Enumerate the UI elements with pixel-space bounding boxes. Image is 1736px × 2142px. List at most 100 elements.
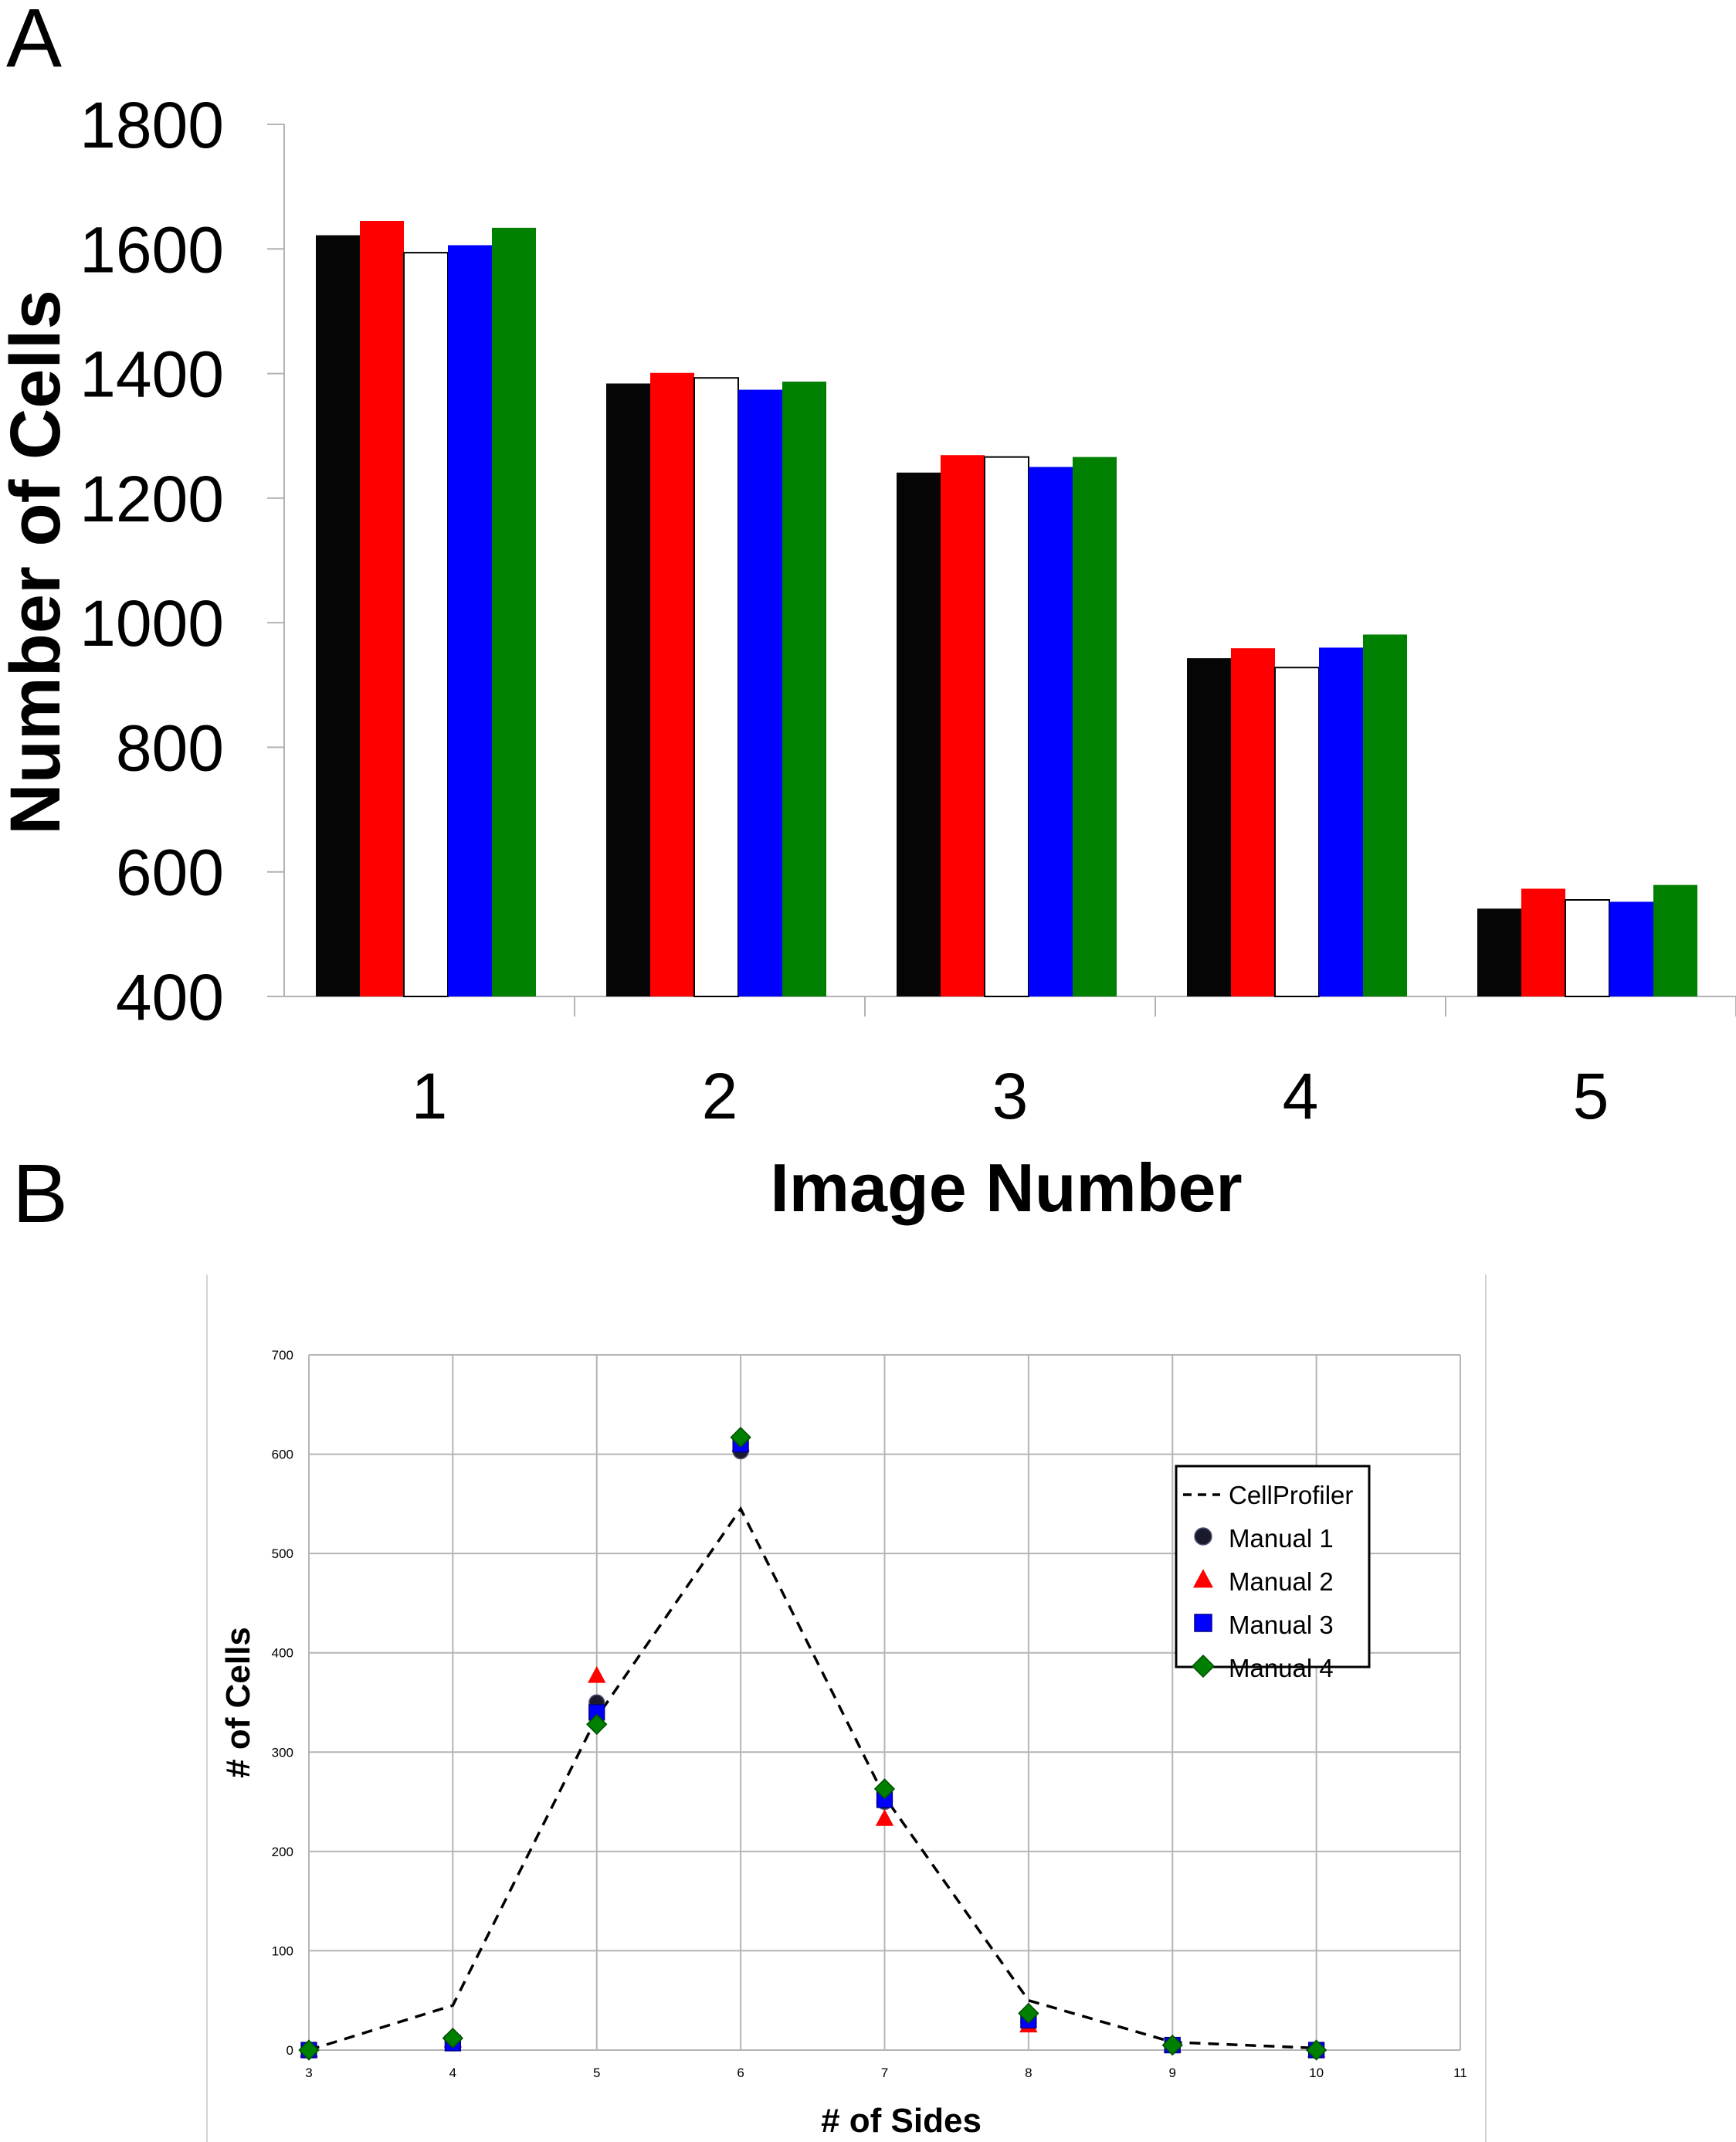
bar bbox=[1029, 467, 1073, 996]
panel-label-b: B bbox=[12, 1146, 68, 1240]
x-tick-label: 5 bbox=[1573, 1060, 1609, 1132]
legend-marker-swatch bbox=[1194, 1614, 1212, 1632]
data-point-manual-4 bbox=[442, 2027, 464, 2049]
y-tick-label: 1200 bbox=[80, 463, 224, 535]
marker-shape bbox=[1194, 1527, 1212, 1546]
marker-shape bbox=[730, 1427, 751, 1448]
bar bbox=[1609, 901, 1653, 996]
marker-shape bbox=[588, 1665, 606, 1683]
legend-marker-swatch bbox=[1191, 1654, 1216, 1679]
panel-label-a: A bbox=[6, 0, 62, 84]
marker-shape bbox=[298, 2039, 320, 2061]
marker-shape bbox=[1305, 2039, 1327, 2061]
y-tick-label: 1400 bbox=[80, 338, 224, 411]
bar bbox=[984, 456, 1029, 997]
data-point-manual-4 bbox=[586, 1713, 608, 1735]
y-tick-label: 300 bbox=[272, 1745, 293, 1760]
y-tick-label: 500 bbox=[272, 1546, 293, 1561]
marker-shape bbox=[1193, 1569, 1213, 1588]
marker-shape bbox=[1194, 1614, 1212, 1632]
y-tick-label: 200 bbox=[272, 1845, 293, 1859]
x-tick-label: 7 bbox=[881, 2066, 888, 2080]
legend-label: Manual 2 bbox=[1229, 1567, 1334, 1596]
marker-shape bbox=[1191, 1654, 1216, 1679]
x-tick-label: 8 bbox=[1025, 2066, 1032, 2080]
bar bbox=[1477, 908, 1521, 996]
x-tick-label: 1 bbox=[412, 1060, 448, 1132]
data-point-manual-4 bbox=[1305, 2039, 1327, 2061]
bar bbox=[650, 372, 694, 996]
x-ticks-a: 1 2 3 4 5 bbox=[412, 996, 1736, 1132]
x-tick-label: 4 bbox=[449, 2066, 456, 2080]
data-point-manual-4 bbox=[873, 1778, 896, 1800]
marker-shape bbox=[586, 1713, 608, 1735]
x-tick-label: 3 bbox=[992, 1060, 1029, 1132]
y-tick-label: 1800 bbox=[80, 89, 224, 161]
scatter-chart-panel-b: 3 4 5 6 7 8 9 10 11 0 100 200 300 400 500 600 700 CellPr… bbox=[206, 1275, 1487, 2142]
legend-marker-swatch bbox=[1194, 1527, 1212, 1546]
data-point-manual-4 bbox=[298, 2039, 320, 2061]
bar bbox=[1565, 899, 1610, 997]
bar bbox=[897, 472, 941, 996]
x-tick-label: 4 bbox=[1283, 1060, 1319, 1132]
data-point-manual-4 bbox=[1161, 2034, 1183, 2056]
y-tick-label: 800 bbox=[116, 711, 224, 784]
x-tick-label: 6 bbox=[737, 2066, 744, 2080]
y-tick-label: 1000 bbox=[80, 587, 224, 660]
legend-box bbox=[1175, 1465, 1371, 1668]
x-axis-title-b: # of Sides bbox=[821, 2102, 982, 2140]
y-axis-title-b: # of Cells bbox=[219, 1627, 257, 1778]
x-tick-label: 3 bbox=[305, 2066, 312, 2080]
bar bbox=[941, 455, 985, 996]
marker-shape bbox=[875, 1809, 894, 1826]
bar bbox=[606, 383, 650, 997]
y-tick-label: 600 bbox=[116, 837, 224, 909]
y-tick-label: 700 bbox=[272, 1348, 293, 1363]
x-tick-label: 11 bbox=[1453, 2066, 1467, 2080]
bar bbox=[316, 235, 360, 996]
y-tick-label: 600 bbox=[272, 1448, 293, 1462]
bar bbox=[403, 252, 449, 998]
y-axis-title-a: Number of Cells bbox=[0, 290, 75, 834]
x-axis-title-a: Image Number bbox=[770, 1149, 1242, 1226]
bar bbox=[1521, 888, 1565, 996]
y-tick-label: 100 bbox=[272, 1943, 293, 1958]
marker-shape bbox=[1161, 2034, 1183, 2056]
x-tick-label: 9 bbox=[1169, 2066, 1176, 2080]
marker-shape bbox=[442, 2027, 464, 2049]
legend-label: CellProfiler bbox=[1229, 1481, 1353, 1509]
series-b bbox=[298, 1427, 1327, 2061]
bar bbox=[492, 227, 536, 996]
bar bbox=[1653, 884, 1697, 996]
data-point-manual-4 bbox=[1018, 2002, 1039, 2025]
bar bbox=[693, 377, 739, 997]
bar-chart-panel-a: 400 600 800 1000 1200 1400 1600 1800 1 2 3 4 5 Numb… bbox=[0, 89, 1736, 1226]
y-tick-label: 1600 bbox=[80, 213, 224, 286]
bar bbox=[448, 245, 492, 996]
bar bbox=[738, 389, 782, 996]
legend-label: Manual 3 bbox=[1229, 1611, 1334, 1639]
y-ticks-a: 400 600 800 1000 1200 1400 1600 1800 bbox=[80, 89, 284, 1034]
legend-b: CellProfiler Manual 1 Manual 2 Manual 3 Manu… bbox=[1175, 1465, 1371, 1682]
gridlines-b bbox=[308, 1354, 1461, 2051]
marker-shape bbox=[873, 1778, 896, 1800]
tick-labels-b: 3 4 5 6 7 8 9 10 11 0 100 200 300 400 500 600 700 bbox=[272, 1348, 1467, 2080]
cellprofiler-line bbox=[308, 1506, 1317, 2052]
y-tick-label: 400 bbox=[272, 1646, 293, 1661]
bar bbox=[1319, 647, 1363, 996]
marker-shape bbox=[1018, 2002, 1039, 2025]
y-tick-label: 0 bbox=[287, 2043, 293, 2058]
bar bbox=[1274, 667, 1320, 997]
bar bbox=[1231, 648, 1275, 996]
bars-a bbox=[316, 220, 1697, 998]
bar bbox=[1363, 634, 1407, 996]
x-tick-label: 2 bbox=[702, 1060, 738, 1132]
legend-label: Manual 1 bbox=[1229, 1524, 1334, 1553]
bar bbox=[1187, 658, 1231, 996]
legend-marker-swatch bbox=[1193, 1569, 1213, 1588]
x-tick-label: 10 bbox=[1309, 2066, 1324, 2080]
bar bbox=[1073, 457, 1117, 996]
y-tick-label: 400 bbox=[116, 961, 224, 1034]
data-point-manual-4 bbox=[730, 1427, 751, 1448]
